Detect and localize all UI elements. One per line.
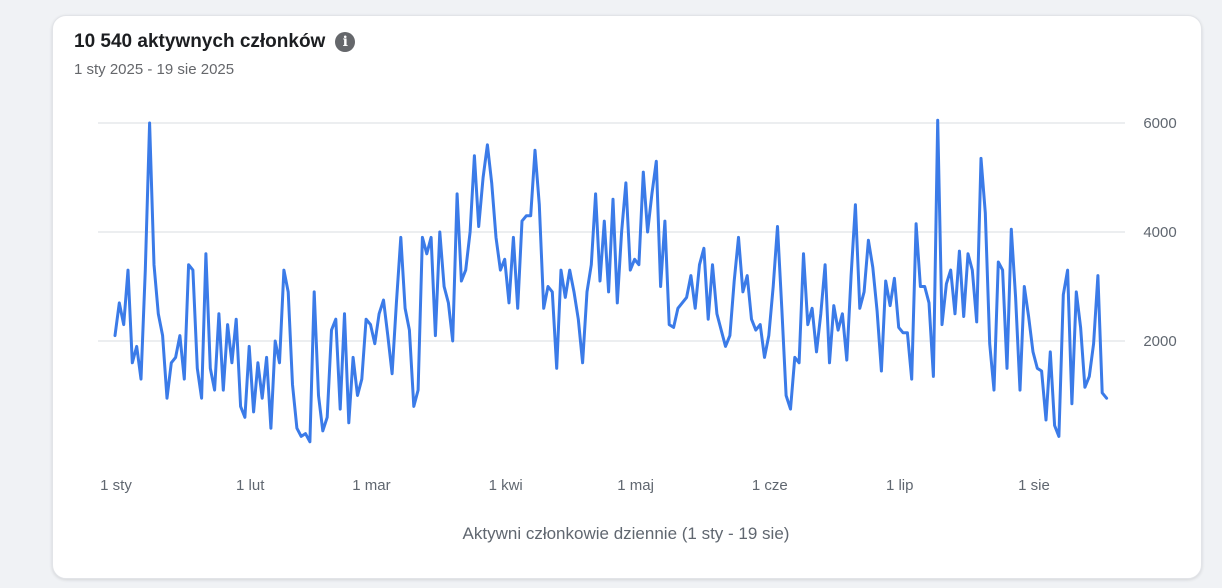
x-tick-label: 1 sty	[100, 477, 132, 494]
x-tick-label: 1 kwi	[489, 477, 523, 494]
x-tick-label: 1 sie	[1018, 477, 1050, 494]
y-tick-label: 4000	[1143, 224, 1176, 241]
series-line	[113, 118, 1109, 444]
date-range: 1 sty 2025 - 19 sie 2025	[74, 61, 235, 78]
y-tick-label: 2000	[1143, 333, 1176, 350]
x-tick-label: 1 lut	[236, 477, 265, 494]
card-title: 10 540 aktywnych członków i	[74, 31, 356, 53]
x-tick-label: 1 maj	[617, 477, 654, 494]
info-icon[interactable]: i	[335, 32, 356, 52]
title-text: 10 540 aktywnych członków	[74, 31, 326, 52]
x-tick-label: 1 cze	[752, 477, 788, 494]
x-tick-label: 1 mar	[352, 477, 390, 494]
x-axis-title: Aktywni członkowie dziennie (1 sty - 19 …	[462, 524, 790, 543]
x-tick-label: 1 lip	[886, 477, 914, 494]
y-tick-label: 6000	[1143, 115, 1176, 132]
